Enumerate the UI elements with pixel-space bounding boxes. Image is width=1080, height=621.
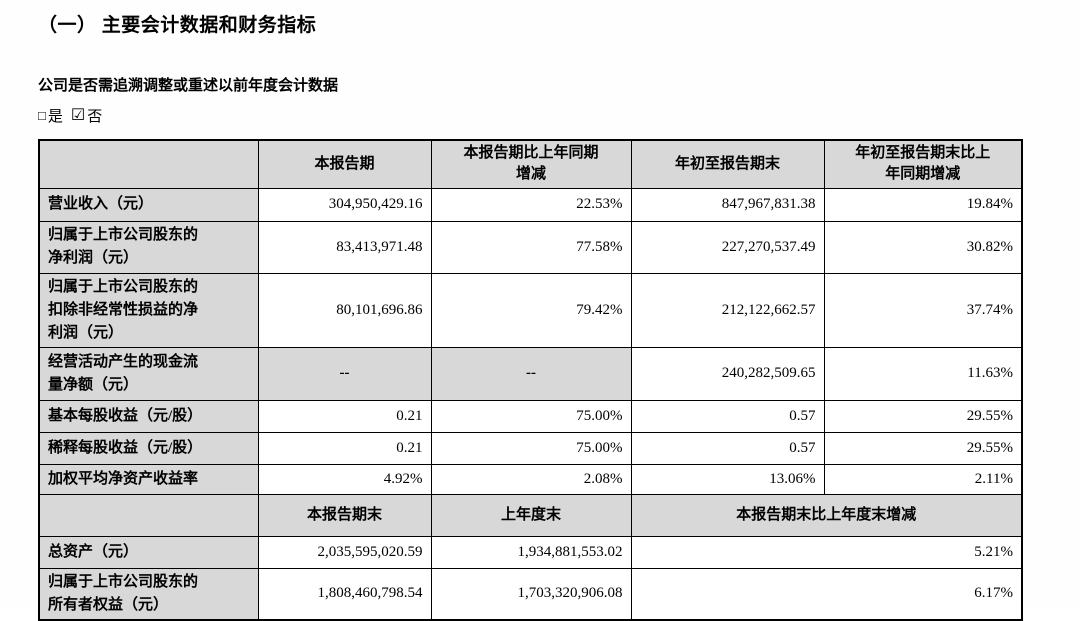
cell-value: 0.57 xyxy=(630,431,825,465)
cell-value: 6.17% xyxy=(630,567,1023,621)
table-row: 稀释每股收益（元/股） 0.21 75.00% 0.57 29.55% xyxy=(38,431,1023,465)
cell-value: 0.21 xyxy=(257,431,432,465)
cell-value: 77.58% xyxy=(430,220,632,274)
header-ytd: 年初至报告期末 xyxy=(630,139,825,189)
table-row: 归属于上市公司股东的 扣除非经常性损益的净 利润（元） 80,101,696.8… xyxy=(38,272,1023,348)
cell-value: 847,967,831.38 xyxy=(630,187,825,222)
cell-value: 1,703,320,906.08 xyxy=(430,567,632,621)
key-financial-data-table: 本报告期 本报告期比上年同期 增减 年初至报告期末 年初至报告期末比上 年同期增… xyxy=(38,139,1023,621)
row-label: 加权平均净资产收益率 xyxy=(38,463,259,495)
cell-value: 304,950,429.16 xyxy=(257,187,432,222)
cell-value: 79.42% xyxy=(430,272,632,348)
header-empty xyxy=(38,139,259,189)
header-end-of-prior-year: 上年度末 xyxy=(430,493,632,537)
restatement-options: □ 是 ☑ 否 xyxy=(38,105,1042,126)
cell-value: 22.53% xyxy=(430,187,632,222)
row-label: 总资产（元） xyxy=(38,535,259,569)
cell-value: 2.11% xyxy=(823,463,1023,495)
table-header-period-end: 本报告期末 上年度末 本报告期末比上年度末增减 xyxy=(38,493,1023,537)
option-yes: □ 是 xyxy=(38,105,63,126)
table-row: 归属于上市公司股东的 净利润（元） 83,413,971.48 77.58% 2… xyxy=(38,220,1023,274)
checkbox-checked-icon: ☑ xyxy=(70,106,86,124)
table-row: 营业收入（元） 304,950,429.16 22.53% 847,967,83… xyxy=(38,187,1023,222)
cell-value: 75.00% xyxy=(430,431,632,465)
cell-value: 1,808,460,798.54 xyxy=(257,567,432,621)
cell-value: 0.21 xyxy=(257,399,432,433)
header-period-yoy-change: 本报告期比上年同期 增减 xyxy=(430,139,632,189)
row-label: 稀释每股收益（元/股） xyxy=(38,431,259,465)
cell-value: 5.21% xyxy=(630,535,1023,569)
cell-value: 83,413,971.48 xyxy=(257,220,432,274)
cell-value: 1,934,881,553.02 xyxy=(430,535,632,569)
table-row: 归属于上市公司股东的 所有者权益（元） 1,808,460,798.54 1,7… xyxy=(38,567,1023,621)
checkbox-unchecked-icon: □ xyxy=(38,108,46,123)
cell-value: 11.63% xyxy=(823,346,1023,401)
restatement-question: 公司是否需追溯调整或重述以前年度会计数据 xyxy=(38,78,339,94)
header-empty xyxy=(38,493,259,537)
row-label: 经营活动产生的现金流 量净额（元） xyxy=(38,346,259,401)
cell-value: 0.57 xyxy=(630,399,825,433)
cell-value: 29.55% xyxy=(823,399,1023,433)
option-no: ☑ 否 xyxy=(71,105,102,126)
row-label: 归属于上市公司股东的 净利润（元） xyxy=(38,220,259,274)
section-title: （一） 主要会计数据和财务指标 xyxy=(38,15,317,36)
header-current-period: 本报告期 xyxy=(257,139,432,189)
row-label: 基本每股收益（元/股） xyxy=(38,399,259,433)
cell-value: 2,035,595,020.59 xyxy=(257,535,432,569)
cell-value: 4.92% xyxy=(257,463,432,495)
table-row: 加权平均净资产收益率 4.92% 2.08% 13.06% 2.11% xyxy=(38,463,1023,495)
option-yes-label: 是 xyxy=(47,109,63,125)
cell-value: 29.55% xyxy=(823,431,1023,465)
cell-not-applicable: -- xyxy=(257,346,432,401)
cell-value: 37.74% xyxy=(823,272,1023,348)
cell-value: 75.00% xyxy=(430,399,632,433)
cell-value: 13.06% xyxy=(630,463,825,495)
cell-value: 227,270,537.49 xyxy=(630,220,825,274)
cell-not-applicable: -- xyxy=(430,346,632,401)
cell-value: 80,101,696.86 xyxy=(257,272,432,348)
table-row: 经营活动产生的现金流 量净额（元） -- -- 240,282,509.65 1… xyxy=(38,346,1023,401)
cell-value: 212,122,662.57 xyxy=(630,272,825,348)
row-label: 归属于上市公司股东的 所有者权益（元） xyxy=(38,567,259,621)
row-label: 归属于上市公司股东的 扣除非经常性损益的净 利润（元） xyxy=(38,272,259,348)
header-end-of-period: 本报告期末 xyxy=(257,493,432,537)
table-row: 基本每股收益（元/股） 0.21 75.00% 0.57 29.55% xyxy=(38,399,1023,433)
cell-value: 30.82% xyxy=(823,220,1023,274)
cell-value: 240,282,509.65 xyxy=(630,346,825,401)
table-header-period: 本报告期 本报告期比上年同期 增减 年初至报告期末 年初至报告期末比上 年同期增… xyxy=(38,139,1023,189)
row-label: 营业收入（元） xyxy=(38,187,259,222)
header-ytd-yoy-change: 年初至报告期末比上 年同期增减 xyxy=(823,139,1023,189)
cell-value: 19.84% xyxy=(823,187,1023,222)
option-no-label: 否 xyxy=(87,109,103,125)
header-period-end-change: 本报告期末比上年度末增减 xyxy=(630,493,1023,537)
table-row: 总资产（元） 2,035,595,020.59 1,934,881,553.02… xyxy=(38,535,1023,569)
cell-value: 2.08% xyxy=(430,463,632,495)
